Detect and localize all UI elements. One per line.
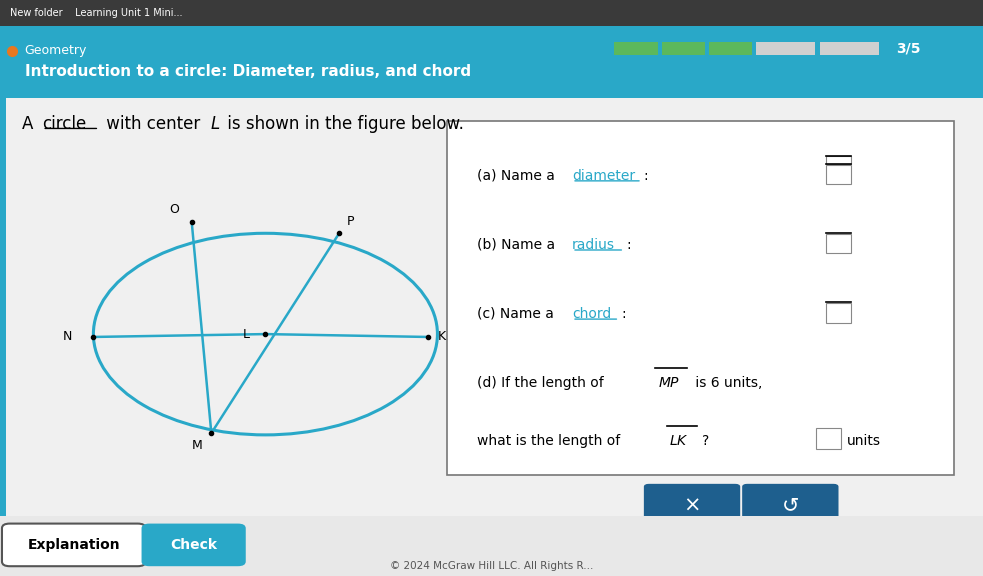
Text: © 2024 McGraw Hill LLC. All Rights R...: © 2024 McGraw Hill LLC. All Rights R...	[390, 562, 593, 571]
FancyBboxPatch shape	[826, 234, 851, 253]
Text: (a) Name a: (a) Name a	[477, 169, 559, 183]
Text: ×: ×	[683, 495, 701, 516]
Text: New folder    Learning Unit 1 Mini...: New folder Learning Unit 1 Mini...	[10, 8, 182, 18]
Text: radius: radius	[572, 238, 615, 252]
FancyBboxPatch shape	[742, 484, 838, 527]
FancyBboxPatch shape	[0, 98, 983, 576]
FancyBboxPatch shape	[0, 26, 983, 98]
FancyBboxPatch shape	[447, 121, 954, 475]
FancyBboxPatch shape	[662, 42, 705, 55]
Text: Introduction to a circle: Diameter, radius, and chord: Introduction to a circle: Diameter, radi…	[25, 65, 471, 79]
Text: what is the length of: what is the length of	[477, 434, 624, 448]
Text: $\mathit{LK}$: $\mathit{LK}$	[669, 434, 689, 448]
Text: with center: with center	[101, 115, 205, 133]
Text: chord: chord	[572, 307, 611, 321]
FancyBboxPatch shape	[816, 428, 841, 449]
Text: ↺: ↺	[781, 495, 799, 516]
Text: :: :	[621, 307, 626, 321]
Text: :: :	[644, 169, 649, 183]
Text: P: P	[347, 215, 355, 228]
FancyBboxPatch shape	[756, 42, 815, 55]
FancyBboxPatch shape	[0, 98, 6, 518]
FancyBboxPatch shape	[2, 524, 145, 566]
Text: units: units	[847, 434, 882, 448]
FancyBboxPatch shape	[0, 516, 983, 576]
Text: is shown in the figure below.: is shown in the figure below.	[222, 115, 464, 133]
Text: O: O	[169, 203, 179, 215]
Text: Explanation: Explanation	[28, 538, 120, 552]
Text: is 6 units,: is 6 units,	[691, 376, 763, 390]
Text: Check: Check	[170, 538, 217, 552]
FancyBboxPatch shape	[644, 484, 740, 527]
Text: A: A	[22, 115, 38, 133]
Text: N: N	[63, 331, 73, 343]
Text: diameter: diameter	[572, 169, 635, 183]
FancyBboxPatch shape	[826, 303, 851, 323]
Text: 3/5: 3/5	[896, 41, 921, 55]
Text: L: L	[242, 328, 250, 340]
Text: circle: circle	[42, 115, 87, 133]
FancyBboxPatch shape	[709, 42, 752, 55]
FancyBboxPatch shape	[826, 156, 851, 164]
FancyBboxPatch shape	[820, 42, 879, 55]
Text: ?: ?	[702, 434, 709, 448]
Text: (d) If the length of: (d) If the length of	[477, 376, 607, 390]
Text: $\mathit{L}$: $\mathit{L}$	[210, 115, 220, 133]
Text: $\mathit{MP}$: $\mathit{MP}$	[658, 376, 680, 390]
FancyBboxPatch shape	[826, 165, 851, 184]
Text: (b) Name a: (b) Name a	[477, 238, 559, 252]
FancyBboxPatch shape	[614, 42, 658, 55]
Text: (c) Name a: (c) Name a	[477, 307, 558, 321]
FancyBboxPatch shape	[0, 0, 983, 26]
Text: Geometry: Geometry	[25, 44, 87, 57]
Text: :: :	[626, 238, 631, 252]
Text: M: M	[193, 439, 202, 452]
Text: K: K	[437, 331, 445, 343]
FancyBboxPatch shape	[142, 524, 246, 566]
